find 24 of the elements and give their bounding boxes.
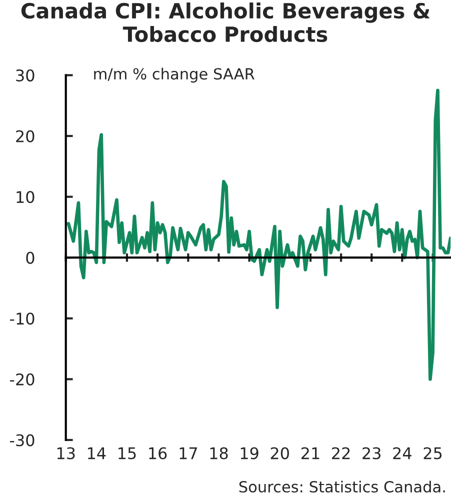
y-tick-label: 0 [26,252,34,264]
x-tick-label: 18 [210,447,228,460]
x-tick-label: 15 [118,447,136,460]
x-tick-label: 17 [180,447,197,460]
x-tick-label: 25 [424,447,442,460]
source-note: Sources: Statistics Canada. [239,480,445,493]
x-tick-label: 16 [149,447,167,460]
x-tick-label: 13 [57,447,75,460]
y-tick-label: 20 [16,130,34,142]
y-axis-title: m/m % change SAAR [94,68,254,83]
y-tick-label: -10 [10,312,34,325]
x-tick-label: 21 [301,447,320,460]
x-tick-label: 19 [240,447,258,460]
y-tick-label: -30 [10,434,34,446]
y-tick-label: -20 [10,373,34,386]
x-tick-label: 22 [332,447,350,460]
x-tick-label: 24 [393,447,412,460]
x-tick-label: 23 [362,447,380,460]
chart-title: Canada CPI: Alcoholic Beverages & Tobacco Products [21,2,430,42]
x-tick-label: 20 [270,447,289,460]
y-tick-label: 10 [16,191,34,204]
y-tick-label: 30 [16,69,34,82]
x-tick-label: 14 [88,447,106,460]
line-series [66,88,451,381]
